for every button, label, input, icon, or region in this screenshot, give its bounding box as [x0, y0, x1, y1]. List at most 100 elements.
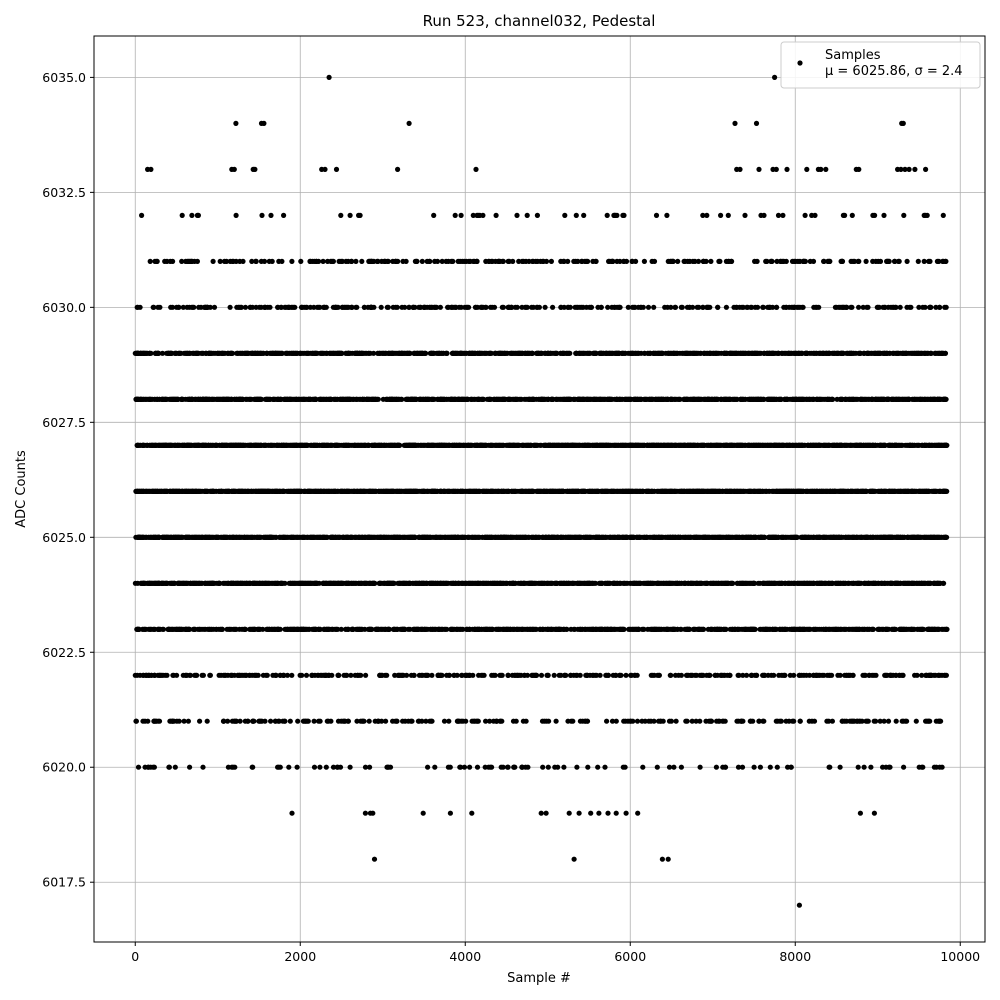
data-point: [857, 442, 863, 448]
data-point: [510, 350, 516, 356]
data-point: [206, 396, 212, 402]
data-point: [400, 258, 406, 264]
data-point: [412, 350, 419, 356]
data-point: [817, 396, 823, 402]
data-point: [700, 212, 706, 218]
data-point: [346, 442, 352, 448]
data-point: [372, 442, 378, 448]
data-point: [321, 304, 327, 310]
data-point: [640, 304, 646, 310]
data-point: [202, 304, 209, 310]
data-point: [437, 350, 443, 356]
data-point: [529, 304, 535, 310]
data-point: [180, 304, 186, 310]
data-point: [230, 258, 236, 264]
data-point: [901, 212, 907, 218]
data-point: [179, 258, 185, 264]
data-point: [684, 304, 691, 310]
data-point: [540, 396, 546, 402]
data-point: [168, 304, 174, 310]
data-point: [915, 442, 921, 448]
data-point: [692, 442, 698, 448]
data-point: [214, 396, 220, 402]
data-point: [775, 212, 782, 218]
data-point: [668, 304, 674, 310]
data-point: [874, 350, 880, 356]
data-point: [782, 396, 788, 402]
data-point: [725, 212, 731, 218]
data-point: [187, 396, 193, 402]
data-points: [132, 74, 950, 908]
data-point: [668, 258, 674, 264]
data-point: [695, 258, 702, 264]
data-point: [656, 350, 662, 356]
data-point: [549, 396, 555, 402]
data-point: [308, 396, 314, 402]
data-point: [175, 304, 181, 310]
data-point: [156, 442, 162, 448]
data-point: [804, 396, 810, 402]
data-point: [351, 442, 357, 448]
data-point: [763, 258, 769, 264]
data-point: [700, 304, 706, 310]
data-point: [721, 442, 727, 448]
data-point: [391, 442, 397, 448]
data-point: [216, 442, 222, 448]
data-point: [426, 258, 432, 264]
data-point: [747, 350, 753, 356]
data-point: [919, 396, 925, 402]
data-point: [936, 258, 942, 264]
data-point: [421, 304, 427, 310]
data-point: [268, 442, 274, 448]
data-point: [931, 442, 938, 448]
data-point: [371, 258, 377, 264]
data-point: [263, 442, 269, 448]
data-point: [625, 304, 631, 310]
data-point: [677, 350, 683, 356]
data-point: [585, 258, 591, 264]
data-point: [593, 350, 599, 356]
data-point: [529, 350, 535, 356]
data-point: [405, 350, 411, 356]
data-point: [623, 258, 630, 264]
data-point: [804, 350, 810, 356]
data-point: [569, 442, 576, 448]
data-point: [585, 442, 591, 448]
data-point: [434, 442, 440, 448]
data-point: [416, 304, 422, 310]
data-point: [756, 396, 762, 402]
data-point: [742, 350, 748, 356]
data-point: [927, 442, 933, 448]
data-point: [868, 396, 875, 402]
data-point: [281, 212, 287, 218]
data-point: [927, 304, 933, 310]
data-point: [704, 212, 710, 218]
data-point: [489, 304, 495, 310]
data-point: [189, 304, 195, 310]
data-point: [586, 350, 592, 356]
data-point: [811, 442, 817, 448]
data-point: [414, 258, 420, 264]
data-point: [333, 304, 339, 310]
data-point: [614, 258, 620, 264]
data-point: [769, 350, 775, 356]
data-point: [558, 350, 564, 356]
data-point: [316, 258, 322, 264]
data-point: [616, 304, 622, 310]
data-point: [940, 258, 946, 264]
data-point: [319, 350, 326, 356]
data-point: [709, 396, 715, 402]
data-point: [668, 350, 674, 356]
data-point: [291, 350, 297, 356]
data-point: [699, 396, 705, 402]
data-point: [188, 258, 194, 264]
data-point: [739, 442, 745, 448]
data-point: [873, 396, 879, 402]
data-point: [154, 396, 160, 402]
data-point: [419, 350, 425, 356]
data-point: [189, 350, 195, 356]
data-point: [605, 396, 611, 402]
data-point: [936, 442, 942, 448]
chart-title: Run 523, channel032, Pedestal: [423, 12, 656, 30]
